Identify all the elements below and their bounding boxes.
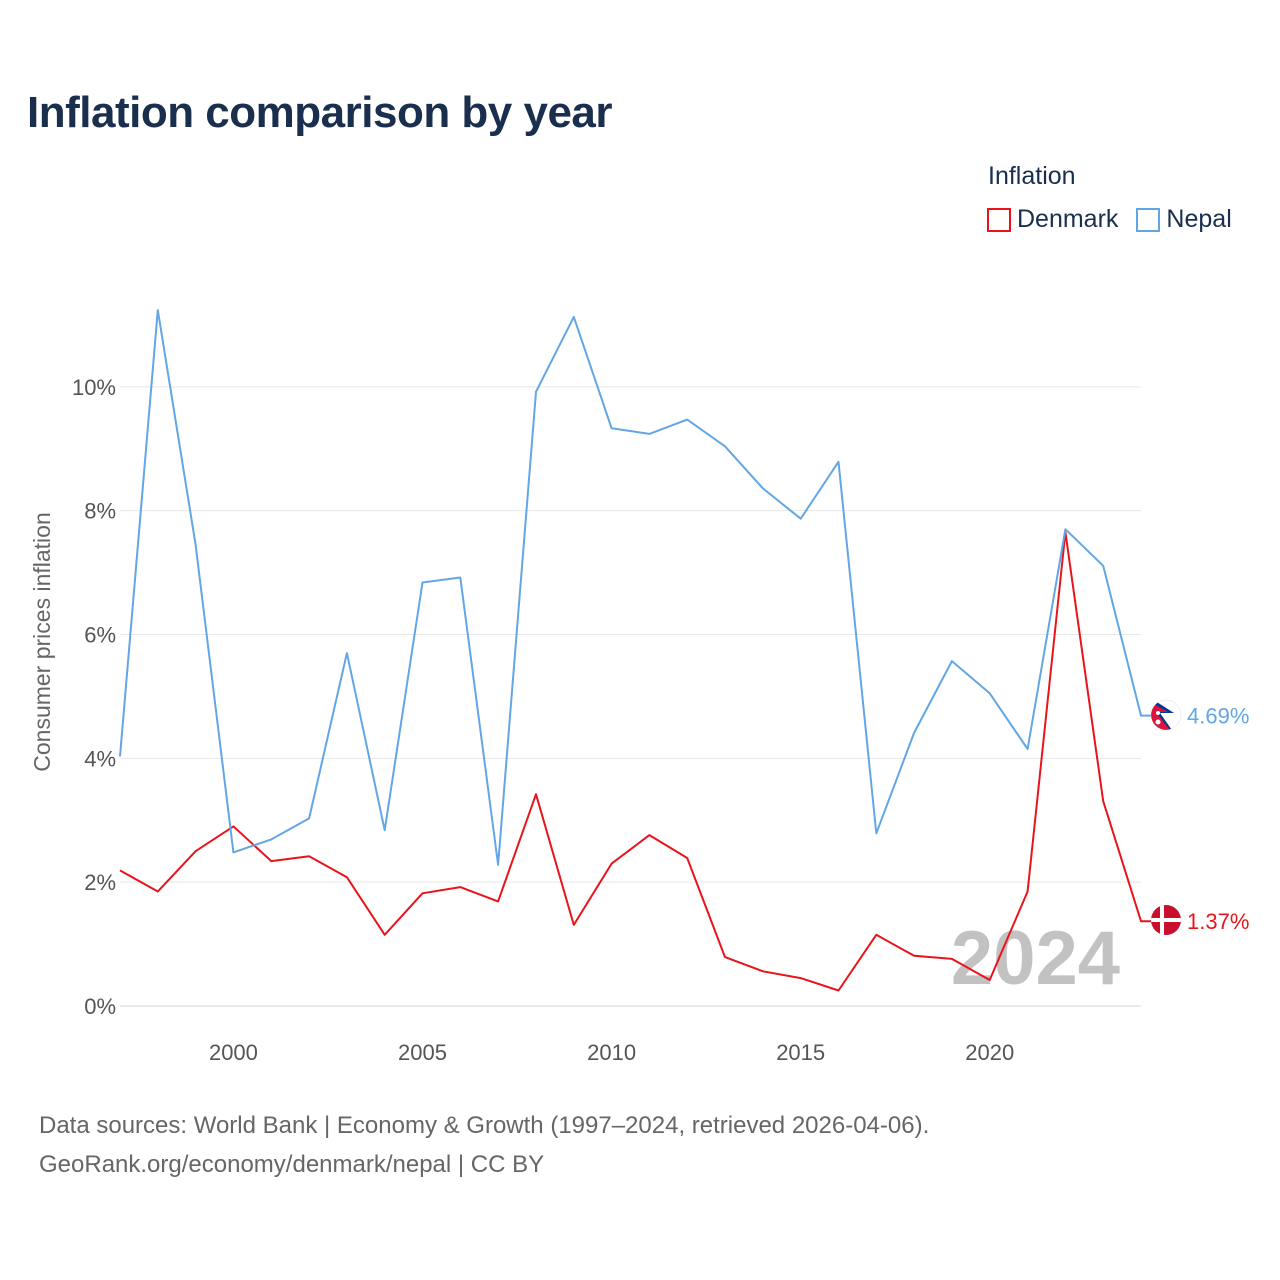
legend-item-nepal[interactable]: Nepal xyxy=(1136,205,1232,234)
data-point-denmark xyxy=(307,854,312,859)
y-axis-label: Consumer prices inflation xyxy=(29,512,55,772)
data-point-denmark xyxy=(155,889,160,894)
data-point-denmark xyxy=(118,868,123,873)
legend-swatch-nepal xyxy=(1136,207,1161,232)
data-point-denmark xyxy=(193,849,198,854)
data-point-denmark xyxy=(533,792,538,797)
x-tick-label: 2000 xyxy=(209,1040,258,1065)
data-point-nepal xyxy=(609,426,614,431)
series-line-nepal xyxy=(119,309,1155,866)
data-point-denmark xyxy=(1101,799,1106,804)
y-tick-label: 8% xyxy=(84,499,116,524)
data-point-nepal xyxy=(420,580,425,585)
legend-label-denmark: Denmark xyxy=(1017,205,1119,233)
nepal-flag-icon xyxy=(1150,699,1182,731)
legend-item-denmark[interactable]: Denmark xyxy=(987,205,1118,234)
data-point-denmark xyxy=(609,861,614,866)
series: 1.37% 4.69% xyxy=(118,308,1249,993)
chart-title: Inflation comparison by year xyxy=(27,88,613,137)
data-point-nepal xyxy=(231,850,236,855)
data-point-nepal xyxy=(155,308,160,313)
data-point-denmark xyxy=(382,932,387,937)
legend-label-nepal: Nepal xyxy=(1166,205,1232,233)
data-point-nepal xyxy=(307,816,312,821)
legend-title: Inflation xyxy=(988,162,1076,190)
data-point-nepal xyxy=(647,431,652,436)
data-point-nepal xyxy=(533,389,538,394)
x-tick-label: 2015 xyxy=(776,1040,825,1065)
data-point-denmark xyxy=(874,932,879,937)
footer: Data sources: World Bank | Economy & Gro… xyxy=(39,1106,929,1184)
data-point-nepal xyxy=(912,730,917,735)
data-point-nepal xyxy=(987,691,992,696)
data-point-denmark xyxy=(420,891,425,896)
data-point-denmark xyxy=(760,969,765,974)
data-point-denmark xyxy=(949,956,954,961)
x-tick-label: 2020 xyxy=(965,1040,1014,1065)
data-point-denmark xyxy=(269,859,274,864)
y-tick-label: 10% xyxy=(72,375,116,400)
end-value-label-denmark: 1.37% xyxy=(1187,909,1249,934)
y-axis-ticks: 0% 2% 4% 6% 8% 10% xyxy=(72,375,116,1019)
denmark-flag-icon xyxy=(1151,905,1181,935)
data-point-denmark xyxy=(571,922,576,927)
data-point-nepal xyxy=(571,314,576,319)
data-point-nepal xyxy=(685,417,690,422)
data-point-nepal xyxy=(269,837,274,842)
x-axis-ticks: 2000 2005 2010 2015 2020 xyxy=(209,1040,1014,1065)
y-tick-label: 4% xyxy=(84,746,116,771)
x-tick-label: 2010 xyxy=(587,1040,636,1065)
data-point-nepal xyxy=(458,575,463,580)
data-point-denmark xyxy=(798,976,803,981)
y-tick-label: 6% xyxy=(84,623,116,648)
data-point-nepal xyxy=(496,862,501,867)
grid xyxy=(120,386,1141,1007)
data-point-nepal xyxy=(1025,747,1030,752)
data-point-nepal xyxy=(836,459,841,464)
legend: Denmark Nepal xyxy=(987,205,1232,234)
data-point-denmark xyxy=(836,988,841,993)
data-point-denmark xyxy=(723,955,728,960)
legend-swatch-denmark xyxy=(987,207,1011,232)
data-point-denmark xyxy=(987,977,992,982)
data-point-nepal xyxy=(723,444,728,449)
year-label: 2024 xyxy=(951,916,1120,1001)
data-point-denmark xyxy=(1139,919,1144,924)
data-point-denmark xyxy=(912,953,917,958)
data-point-nepal xyxy=(760,486,765,491)
data-point-denmark xyxy=(685,856,690,861)
data-point-nepal xyxy=(118,754,123,759)
data-point-nepal xyxy=(1101,563,1106,568)
data-point-nepal xyxy=(949,659,954,664)
footer-credit: GeoRank.org/economy/denmark/nepal | CC B… xyxy=(39,1151,545,1178)
data-point-nepal xyxy=(874,831,879,836)
data-point-denmark xyxy=(344,875,349,880)
x-tick-label: 2005 xyxy=(398,1040,447,1065)
y-tick-label: 0% xyxy=(84,994,116,1019)
data-point-denmark xyxy=(496,899,501,904)
y-tick-label: 2% xyxy=(84,870,116,895)
footer-source: Data sources: World Bank | Economy & Gro… xyxy=(39,1112,930,1139)
data-point-nepal xyxy=(344,651,349,656)
data-point-nepal xyxy=(1063,527,1068,532)
data-point-nepal xyxy=(193,542,198,547)
data-point-denmark xyxy=(1025,889,1030,894)
data-point-nepal xyxy=(1139,713,1144,718)
data-point-denmark xyxy=(647,833,652,838)
data-point-nepal xyxy=(798,516,803,521)
data-point-denmark xyxy=(231,824,236,829)
data-point-denmark xyxy=(458,885,463,890)
series-line-denmark xyxy=(119,531,1155,992)
end-value-label-nepal: 4.69% xyxy=(1187,704,1249,729)
data-point-nepal xyxy=(382,828,387,833)
